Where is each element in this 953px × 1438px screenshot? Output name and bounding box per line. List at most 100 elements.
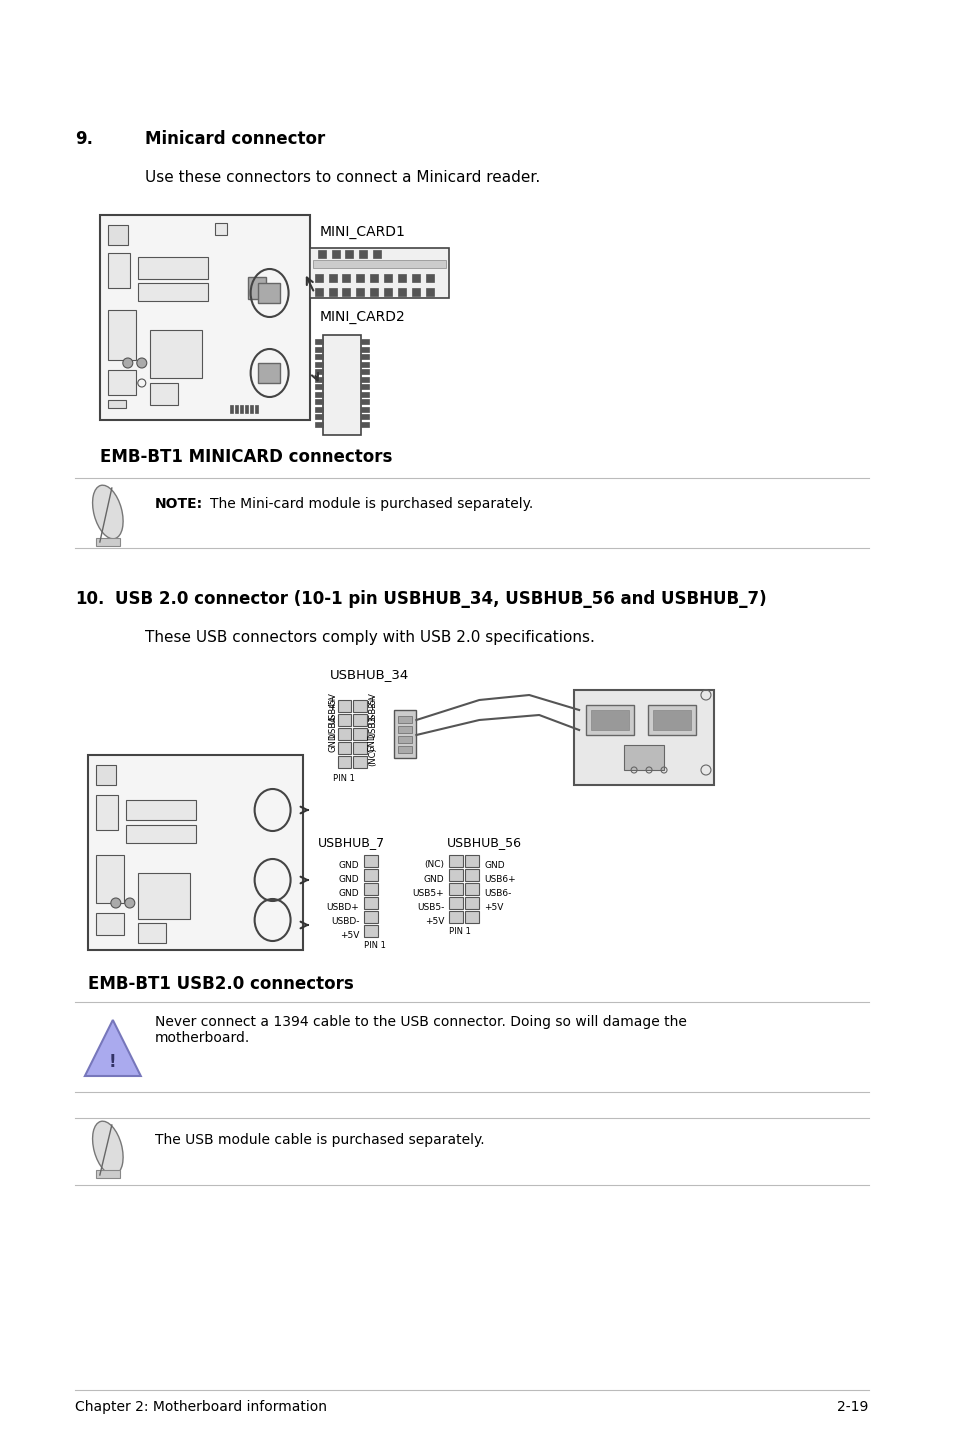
Bar [591,710,628,731]
Bar [108,224,128,244]
Bar [331,250,339,257]
Bar [370,288,378,296]
Bar [100,216,309,420]
Bar [328,275,336,282]
Bar [337,700,351,712]
Circle shape [123,358,132,368]
Bar [364,925,378,938]
Bar [337,756,351,768]
Bar [623,745,663,769]
Text: EMB-BT1 USB2.0 connectors: EMB-BT1 USB2.0 connectors [88,975,354,994]
Text: GND: GND [484,860,504,870]
Bar [361,391,369,397]
Text: !: ! [109,1053,116,1071]
Text: USBD+: USBD+ [326,903,359,912]
Bar [398,288,406,296]
Bar [449,912,463,923]
Text: USB3+: USB3+ [368,695,376,723]
Bar [398,746,412,754]
Bar [314,398,322,404]
Bar [356,288,364,296]
Bar [95,765,115,785]
Bar [364,912,378,923]
Bar [328,288,336,296]
Text: PIN 1: PIN 1 [364,940,386,951]
Bar [95,795,118,830]
Text: 2-19: 2-19 [837,1401,868,1414]
Text: These USB connectors comply with USB 2.0 specifications.: These USB connectors comply with USB 2.0… [145,630,594,646]
Bar [244,406,248,413]
Bar [449,897,463,909]
Bar [361,414,369,418]
Text: Chapter 2: Motherboard information: Chapter 2: Motherboard information [75,1401,327,1414]
Ellipse shape [92,1122,123,1175]
Bar [248,278,265,299]
Bar [465,912,478,923]
Bar [95,1171,120,1178]
Text: GND: GND [328,732,336,752]
Bar [361,384,369,390]
Bar [356,275,364,282]
Bar [384,275,392,282]
Bar [354,715,367,726]
Bar [342,275,350,282]
Bar [354,700,367,712]
Text: 9.: 9. [75,129,92,148]
Circle shape [111,897,121,907]
Text: NOTE:: NOTE: [154,498,203,510]
Text: GND: GND [423,874,444,883]
Text: PIN 1: PIN 1 [333,774,354,784]
Bar [361,361,369,367]
Bar [354,742,367,754]
Bar [314,339,322,344]
Bar [314,361,322,367]
Bar [337,742,351,754]
Text: +5V: +5V [328,692,336,710]
Bar [426,288,434,296]
Text: USB6+: USB6+ [484,874,516,883]
Bar [314,370,322,374]
Bar [359,250,367,257]
Bar [449,856,463,867]
Bar [257,362,279,383]
Text: GND: GND [338,874,359,883]
Bar [412,288,420,296]
Text: USBHUB_7: USBHUB_7 [317,835,384,848]
Bar [373,250,381,257]
Bar [314,275,322,282]
Text: USB5-: USB5- [416,903,444,912]
Bar [342,288,350,296]
Bar [398,726,412,733]
Bar [317,250,325,257]
Bar [88,755,302,951]
Bar [337,728,351,741]
Bar [108,253,130,288]
Text: The Mini-card module is purchased separately.: The Mini-card module is purchased separa… [210,498,533,510]
Bar [398,736,412,743]
Text: GND: GND [368,732,376,752]
Bar [95,538,120,546]
Bar [354,728,367,741]
Text: The USB module cable is purchased separately.: The USB module cable is purchased separa… [154,1133,484,1148]
Bar [137,873,190,919]
Bar [95,856,124,903]
Bar [230,406,233,413]
Text: Never connect a 1394 cable to the USB connector. Doing so will damage the
mother: Never connect a 1394 cable to the USB co… [154,1015,686,1045]
Text: +5V: +5V [484,903,503,912]
Bar [126,825,195,843]
Bar [394,710,416,758]
Text: (NC): (NC) [424,860,444,870]
Bar [314,347,322,351]
Text: +5V: +5V [368,692,376,710]
Bar [314,384,322,390]
Bar [465,869,478,881]
Bar [108,311,135,360]
Text: (NC): (NC) [368,748,376,766]
Bar [314,288,322,296]
Circle shape [136,358,147,368]
Bar [95,913,124,935]
Bar [465,897,478,909]
Bar [314,421,322,427]
Bar [361,421,369,427]
Bar [126,800,195,820]
